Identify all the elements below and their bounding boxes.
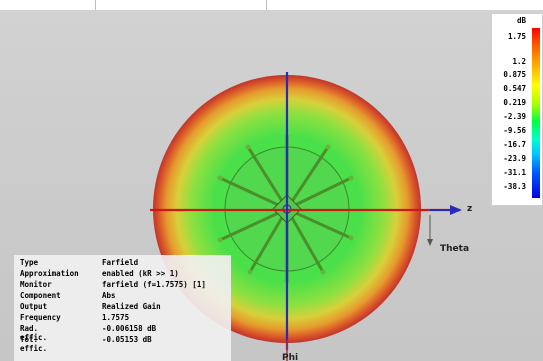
- legend-tick: 0.875: [503, 70, 526, 79]
- legend-tick: -31.1: [503, 168, 526, 177]
- theta-arrowhead: [427, 239, 433, 246]
- info-value: -0.006158 dB: [102, 324, 157, 333]
- legend-tick: 1.2: [512, 57, 526, 66]
- legend-tick: -23.9: [503, 154, 526, 163]
- legend-tick: -9.56: [503, 126, 526, 135]
- info-value: Realized Gain: [102, 302, 161, 311]
- info-key: Output: [20, 302, 48, 311]
- info-key: Type: [20, 258, 39, 267]
- info-value: Abs: [102, 291, 116, 300]
- legend-unit: dB: [516, 16, 526, 25]
- farfield-info-panel: Type Farfield Approximation enabled (kR …: [14, 255, 231, 361]
- info-key: Rad. effic.: [20, 324, 48, 342]
- gain-colorbar-legend: dB 1.75 1.2 0.875 0.547 0.219 -2.39 -9.5…: [491, 13, 543, 206]
- legend-tick: -2.39: [503, 112, 526, 121]
- info-key: Monitor: [20, 280, 52, 289]
- info-key: Frequency: [20, 313, 61, 322]
- legend-tick: -16.7: [503, 140, 526, 149]
- info-value: Farfield: [102, 258, 139, 267]
- info-key: Tot. effic.: [20, 335, 48, 353]
- legend-tick: 0.547: [503, 84, 526, 93]
- legend-tick: 1.75: [507, 32, 526, 41]
- legend-tick: -38.3: [503, 182, 526, 191]
- info-key: Approximation: [20, 269, 79, 278]
- info-value: farfield (f=1.7575) [1]: [102, 280, 206, 289]
- top-toolbar-strip: [0, 0, 543, 10]
- top-divider-lines: [95, 0, 267, 10]
- legend-tick: 0.219: [503, 98, 526, 107]
- phi-axis-label: Phi: [282, 353, 299, 361]
- z-axis-arrowhead: [450, 205, 462, 215]
- info-key: Component: [20, 291, 61, 300]
- theta-axis-label: Theta: [440, 244, 470, 254]
- info-value: enabled (kR >> 1): [102, 269, 179, 278]
- z-axis-label: z: [467, 204, 473, 214]
- info-value: 1.7575: [102, 313, 130, 322]
- colorbar: [532, 28, 540, 198]
- info-value: -0.05153 dB: [102, 335, 152, 344]
